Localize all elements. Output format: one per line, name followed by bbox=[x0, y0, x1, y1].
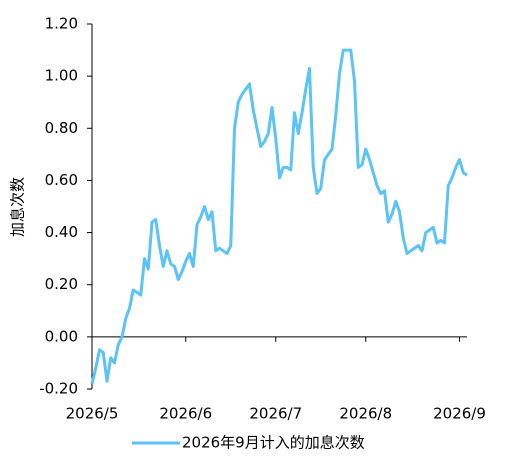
y-tick-label: 0.00 bbox=[45, 327, 78, 345]
y-tick-label: 0.60 bbox=[45, 171, 78, 189]
y-tick-label: 1.00 bbox=[45, 67, 78, 85]
legend-label: 2026年9月计入的加息次数 bbox=[182, 434, 365, 452]
y-tick-label: -0.20 bbox=[39, 380, 78, 398]
series-line bbox=[90, 48, 468, 385]
x-tick-label: 2026/9 bbox=[433, 405, 486, 423]
y-tick-label: 0.20 bbox=[45, 275, 78, 293]
y-tick-label: 0.40 bbox=[45, 223, 78, 241]
y-tick-label: 1.20 bbox=[45, 15, 78, 33]
x-tick-label: 2026/8 bbox=[339, 405, 392, 423]
x-tick-label: 2026/5 bbox=[66, 405, 119, 423]
x-tick-label: 2026/6 bbox=[159, 405, 212, 423]
y-tick-label: 0.80 bbox=[45, 119, 78, 137]
y-axis-label: 加息次数 bbox=[9, 177, 27, 237]
x-tick-label: 2026/7 bbox=[249, 405, 302, 423]
